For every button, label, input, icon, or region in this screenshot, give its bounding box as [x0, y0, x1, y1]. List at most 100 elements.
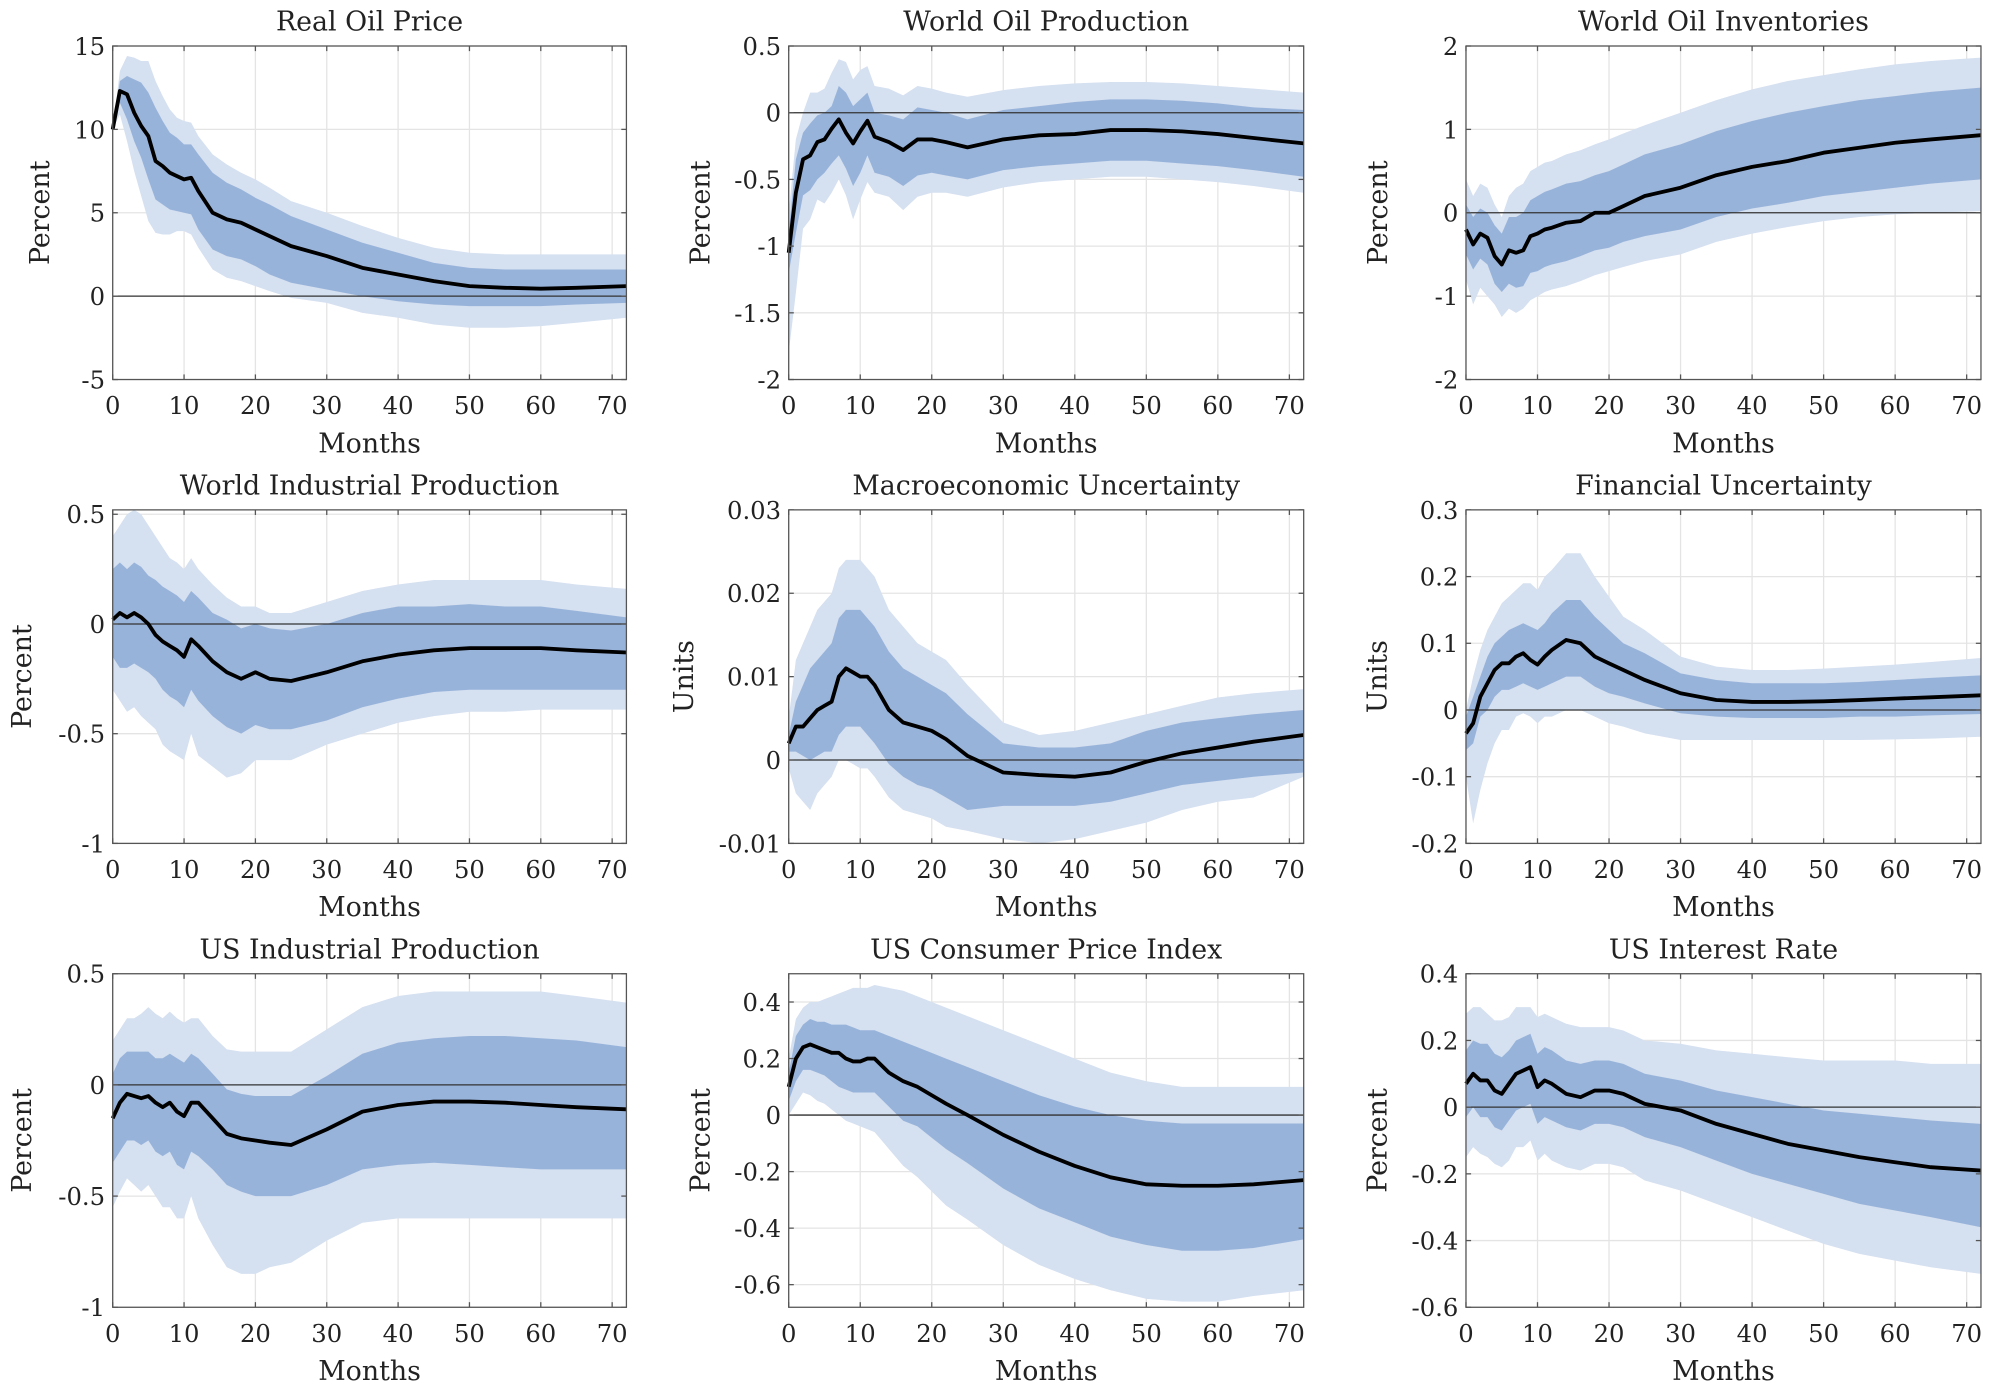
y-tick-label: 1 [1443, 115, 1458, 144]
median-response-line [1464, 1065, 1982, 1173]
y-tick-label: 0 [90, 610, 105, 639]
x-tick-label: 70 [1951, 391, 1982, 420]
y-tick-label: -0.5 [58, 1182, 105, 1211]
x-tick-label: 20 [916, 391, 947, 420]
y-tick-label: 0 [1443, 1093, 1458, 1122]
x-tick-label: 10 [845, 1319, 876, 1348]
x-tick-label: 20 [1594, 855, 1625, 884]
panel-title: Real Oil Price [276, 7, 463, 38]
panel-title: Macroeconomic Uncertainty [852, 471, 1241, 502]
axes-box [112, 973, 628, 1308]
x-axis-label: Months [1672, 428, 1775, 459]
median-response-line [1464, 133, 1982, 267]
x-tick-label: 0 [781, 1319, 796, 1348]
x-tick-label: 60 [525, 1319, 556, 1348]
x-tick-label: 20 [1594, 1319, 1625, 1348]
y-tick-label: 0 [90, 1071, 105, 1100]
panel-title: US Interest Rate [1609, 934, 1838, 965]
y-tick-label: 0.4 [742, 988, 781, 1017]
x-tick-label: 40 [1059, 855, 1090, 884]
x-tick-label: 10 [1522, 1319, 1553, 1348]
y-tick-label: 15 [74, 32, 105, 61]
x-tick-label: 70 [1274, 391, 1305, 420]
x-axis-label: Months [1672, 892, 1775, 923]
y-tick-label: 0.01 [727, 663, 781, 692]
y-tick-label: 0.4 [1420, 960, 1459, 989]
axes-box [788, 973, 1305, 1308]
y-tick-label: -0.1 [1412, 763, 1459, 792]
panel-title: World Industrial Production [180, 471, 560, 502]
y-tick-label: -0.4 [734, 1214, 781, 1243]
median-response-line [1464, 638, 1982, 735]
y-tick-label: -0.5 [734, 165, 781, 194]
y-tick-label: -1 [757, 232, 781, 261]
x-tick-label: 20 [916, 1319, 947, 1348]
x-tick-label: 40 [1737, 1319, 1768, 1348]
x-tick-label: 10 [1522, 391, 1553, 420]
panel-world-oil-inventories: 0 10 20 30 40 50 60 70 -2 -1 0 1 2 World Oil Inventor… [1363, 7, 1982, 460]
x-tick-label: 70 [1951, 1319, 1982, 1348]
x-tick-label: 30 [311, 855, 342, 884]
x-tick-label: 10 [1522, 855, 1553, 884]
x-tick-label: 10 [169, 1319, 200, 1348]
y-tick-label: 0 [90, 282, 105, 311]
y-tick-label: -0.2 [1412, 829, 1459, 858]
y-axis-label: Percent [685, 1088, 716, 1193]
x-tick-label: 70 [597, 391, 628, 420]
y-tick-label: 10 [74, 115, 105, 144]
y-tick-label: 0 [766, 746, 781, 775]
x-tick-label: 20 [1594, 391, 1625, 420]
y-tick-label: 5 [90, 199, 105, 228]
inner-confidence-band [112, 562, 627, 734]
x-tick-label: 70 [597, 1319, 628, 1348]
y-tick-label: 0.02 [727, 579, 781, 608]
x-tick-label: 50 [1808, 1319, 1839, 1348]
y-tick-label: -0.01 [719, 829, 781, 858]
x-tick-label: 30 [988, 855, 1019, 884]
x-tick-label: 0 [105, 855, 120, 884]
x-tick-label: 20 [240, 855, 271, 884]
y-tick-label: 0.1 [1420, 629, 1459, 658]
y-tick-label: -0.5 [58, 720, 105, 749]
x-tick-label: 50 [1808, 391, 1839, 420]
y-tick-label: -2 [757, 365, 781, 394]
y-tick-label: -0.6 [734, 1271, 781, 1300]
x-tick-label: 30 [1665, 855, 1696, 884]
median-response-line [110, 89, 627, 291]
y-tick-label: -0.2 [1412, 1160, 1459, 1189]
x-tick-label: 30 [311, 1319, 342, 1348]
panel-title: US Consumer Price Index [870, 934, 1222, 965]
y-tick-label: -1.5 [734, 299, 781, 328]
median-response-line [110, 1091, 627, 1147]
y-axis-label: Percent [685, 160, 716, 265]
y-tick-label: 0.5 [66, 960, 105, 989]
y-tick-label: 0.5 [742, 32, 781, 61]
x-tick-label: 10 [169, 391, 200, 420]
x-tick-label: 50 [1808, 855, 1839, 884]
y-tick-label: 0 [1443, 199, 1458, 228]
x-tick-label: 30 [311, 391, 342, 420]
x-tick-label: 30 [988, 391, 1019, 420]
x-axis-label: Months [1672, 1356, 1775, 1387]
panel-us-interest-rate: 0 10 20 30 40 50 60 70 -0.6 -0.4 -0.2 0 0.2 0.4 US Int… [1363, 934, 1982, 1387]
y-axis-label: Percent [1363, 160, 1394, 265]
x-axis-label: Months [318, 892, 421, 923]
x-axis-label: Months [995, 1356, 1098, 1387]
x-tick-label: 70 [1274, 855, 1305, 884]
x-tick-label: 0 [1458, 855, 1473, 884]
y-axis-label: Percent [7, 1088, 38, 1193]
panel-title: World Oil Production [903, 7, 1189, 38]
x-axis-label: Months [318, 428, 421, 459]
x-tick-label: 50 [454, 855, 485, 884]
x-tick-label: 10 [169, 855, 200, 884]
y-axis-label: Percent [1363, 1088, 1394, 1193]
y-tick-label: 0 [1443, 696, 1458, 725]
x-tick-label: 30 [988, 1319, 1019, 1348]
y-tick-label: -1 [81, 1293, 105, 1322]
y-tick-label: 2 [1443, 32, 1458, 61]
x-tick-label: 40 [383, 1319, 414, 1348]
x-tick-label: 60 [1202, 1319, 1233, 1348]
y-tick-label: 0.3 [1420, 496, 1459, 525]
x-axis-label: Months [995, 428, 1098, 459]
